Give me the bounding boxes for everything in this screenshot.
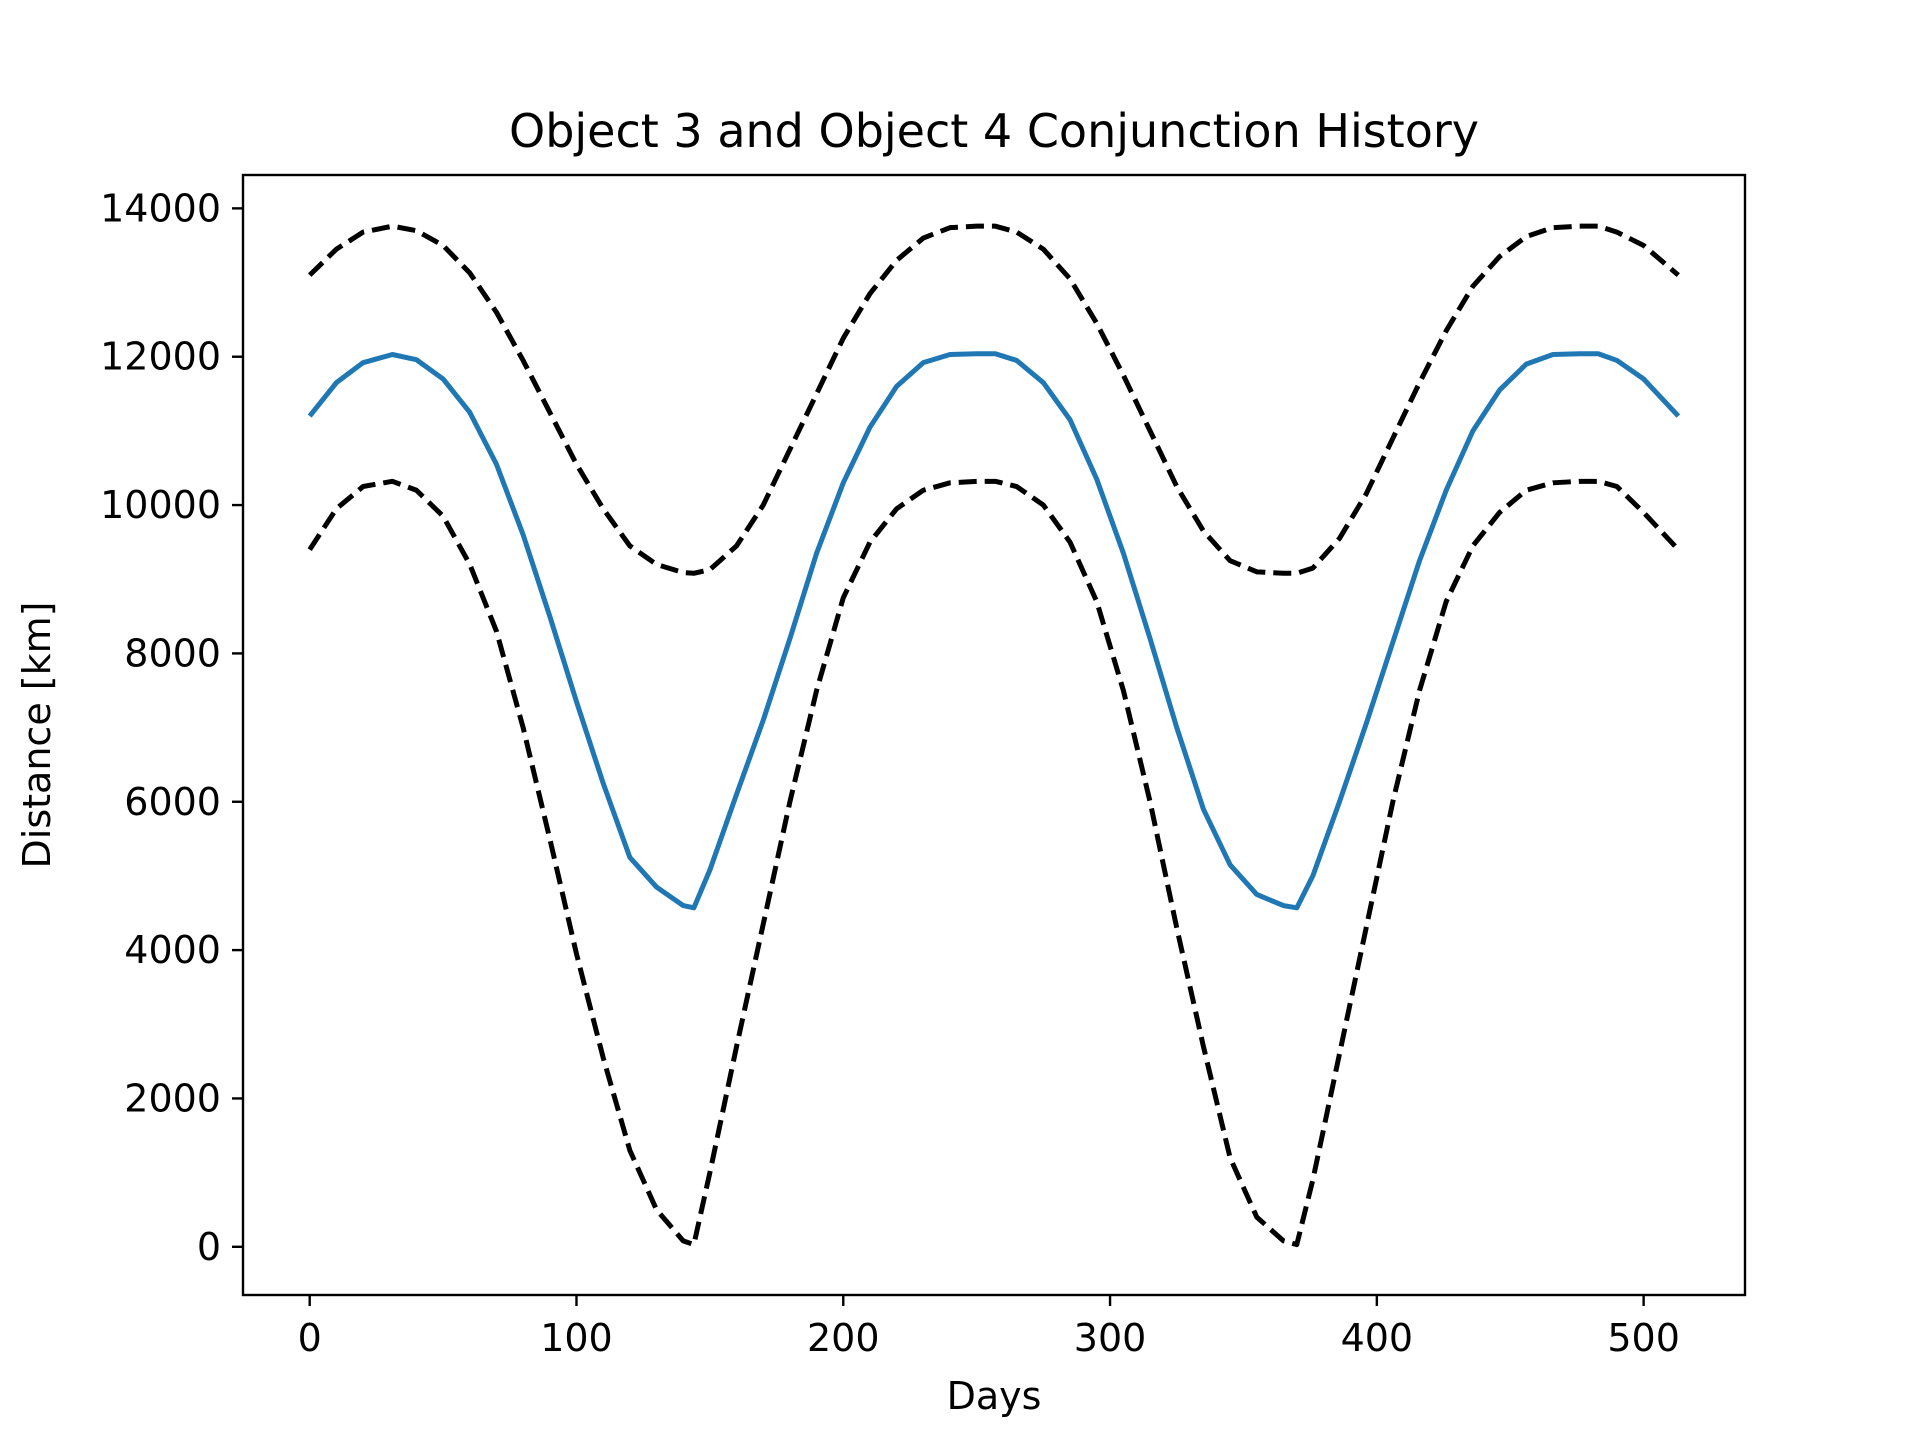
y-tick-label: 2000 [124, 1076, 221, 1120]
y-tick-label: 6000 [124, 780, 221, 824]
chart-title: Object 3 and Object 4 Conjunction Histor… [509, 104, 1479, 158]
y-tick-label: 4000 [124, 928, 221, 972]
x-tick-label: 0 [298, 1316, 322, 1360]
x-tick-label: 400 [1341, 1316, 1414, 1360]
plot-frame [241, 173, 1747, 1297]
x-tick-label: 300 [1074, 1316, 1147, 1360]
x-axis-title: Days [947, 1374, 1042, 1418]
y-tick-label: 8000 [124, 631, 221, 675]
series-line-3 [307, 478, 1681, 1248]
y-tick-label: 10000 [100, 483, 221, 527]
y-axis-title: Distance [km] [15, 602, 59, 869]
x-tick-label: 100 [540, 1316, 613, 1360]
series-line-2 [307, 223, 1680, 576]
series-layer [307, 223, 1681, 1248]
y-tick-label: 12000 [100, 335, 221, 379]
x-tick-label: 500 [1607, 1316, 1680, 1360]
x-axis: 0 100 200 300 400 500 [298, 1295, 1680, 1360]
y-axis: 0 2000 4000 6000 8000 10000 12000 14000 [100, 186, 243, 1269]
y-tick-label: 0 [197, 1225, 221, 1269]
y-tick-label: 14000 [100, 186, 221, 230]
series-line-1 [307, 351, 1681, 911]
x-tick-label: 200 [807, 1316, 880, 1360]
